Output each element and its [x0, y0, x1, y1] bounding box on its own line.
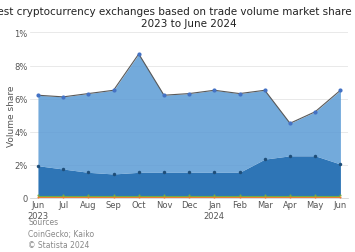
- Y-axis label: Volume share: Volume share: [7, 85, 16, 146]
- Title: Biggest cryptocurrency exchanges based on trade volume market share from June
20: Biggest cryptocurrency exchanges based o…: [0, 7, 355, 28]
- Text: Sources
CoinGecko; Kaiko
© Statista 2024: Sources CoinGecko; Kaiko © Statista 2024: [28, 217, 94, 249]
